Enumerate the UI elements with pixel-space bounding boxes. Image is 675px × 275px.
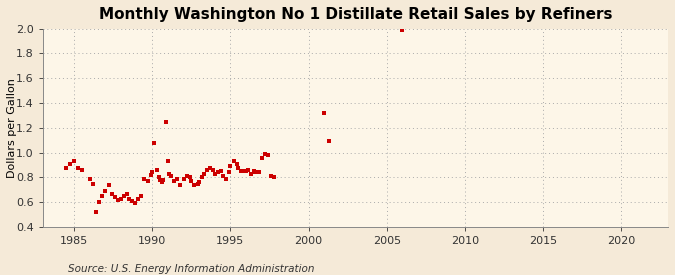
Point [119, 194, 130, 198]
Point [130, 201, 140, 206]
Point [175, 183, 186, 187]
Point [158, 178, 169, 182]
Point [97, 194, 108, 198]
Point [220, 177, 231, 181]
Point [124, 196, 134, 201]
Point [178, 177, 189, 181]
Point [153, 175, 164, 180]
Point [103, 183, 114, 187]
Point [223, 170, 234, 175]
Y-axis label: Dollars per Gallon: Dollars per Gallon [7, 78, 17, 178]
Point [90, 210, 101, 214]
Point [133, 196, 144, 201]
Point [100, 189, 111, 193]
Point [88, 182, 99, 186]
Point [69, 159, 80, 164]
Point [142, 179, 153, 183]
Point [236, 169, 247, 174]
Point [208, 168, 219, 172]
Point [145, 173, 156, 177]
Point [152, 168, 163, 172]
Point [217, 174, 228, 178]
Point [147, 170, 158, 175]
Point [319, 111, 329, 115]
Point [209, 172, 220, 176]
Point [127, 199, 138, 203]
Point [84, 177, 95, 181]
Point [205, 165, 215, 170]
Point [73, 165, 84, 170]
Point [228, 159, 239, 164]
Point [232, 162, 242, 166]
Point [215, 169, 226, 174]
Point [269, 175, 279, 180]
Point [172, 177, 183, 181]
Point [157, 180, 167, 185]
Point [213, 170, 223, 175]
Point [113, 197, 124, 202]
Point [106, 191, 117, 196]
Point [245, 172, 256, 176]
Point [194, 180, 205, 185]
Title: Monthly Washington No 1 Distillate Retail Sales by Refiners: Monthly Washington No 1 Distillate Retai… [99, 7, 612, 22]
Point [202, 168, 213, 172]
Point [155, 178, 165, 182]
Point [76, 168, 87, 172]
Point [115, 196, 126, 201]
Point [263, 153, 273, 157]
Point [109, 195, 120, 199]
Point [256, 155, 267, 160]
Point [65, 162, 76, 166]
Point [136, 194, 146, 198]
Point [248, 169, 259, 174]
Point [197, 175, 208, 180]
Point [164, 172, 175, 176]
Point [94, 200, 105, 204]
Point [397, 28, 408, 32]
Point [238, 169, 248, 174]
Point [250, 170, 261, 175]
Point [139, 177, 150, 181]
Point [192, 182, 203, 186]
Point [148, 141, 159, 145]
Text: Source: U.S. Energy Information Administration: Source: U.S. Energy Information Administ… [68, 264, 314, 274]
Point [259, 152, 270, 156]
Point [266, 174, 277, 178]
Point [323, 139, 334, 144]
Point [184, 175, 195, 180]
Point [189, 183, 200, 187]
Point [163, 159, 173, 164]
Point [169, 179, 180, 183]
Point [165, 174, 176, 178]
Point [122, 191, 133, 196]
Point [253, 170, 264, 175]
Point [186, 179, 197, 183]
Point [225, 164, 236, 169]
Point [242, 168, 253, 172]
Point [61, 165, 72, 170]
Point [241, 169, 252, 174]
Point [198, 172, 209, 176]
Point [182, 174, 192, 178]
Point [233, 165, 244, 170]
Point [161, 119, 171, 124]
